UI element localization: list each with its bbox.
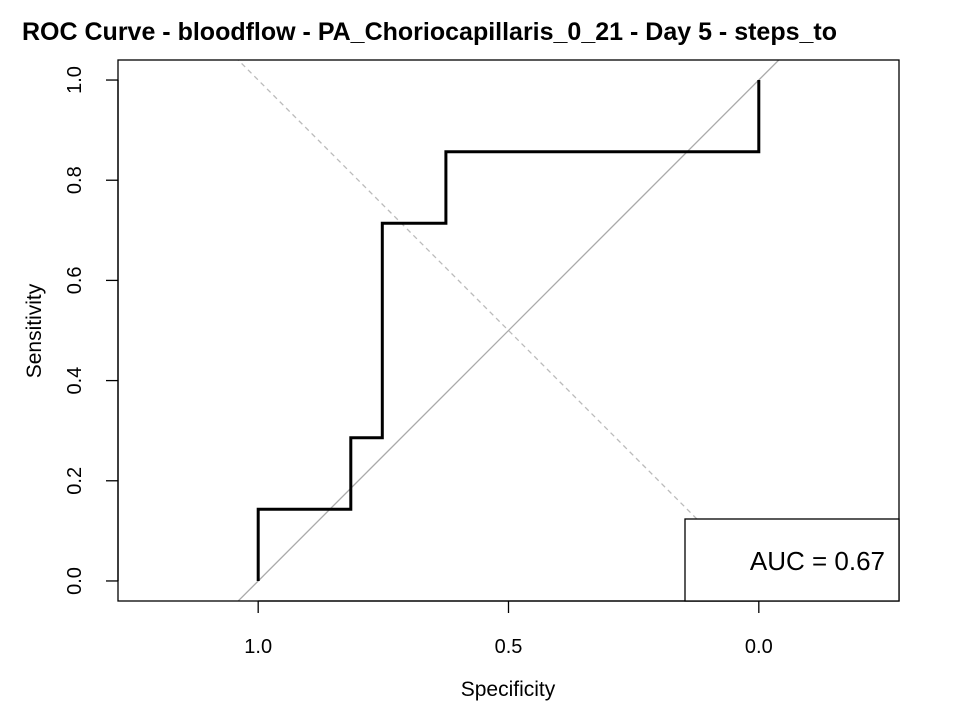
x-tick-label: 1.0 (244, 636, 272, 658)
roc-curve-layer (256, 80, 761, 581)
y-tick-label: 0.0 (64, 567, 86, 595)
x-axis-label: Specificity (461, 678, 556, 701)
y-tick-label: 1.0 (64, 66, 86, 94)
x-tick-label: 0.0 (745, 636, 773, 658)
auc-label: AUC = 0.67 (750, 546, 885, 576)
roc-curve-line (256, 80, 761, 581)
y-tick-label: 0.6 (64, 266, 86, 294)
y-axis-label: Sensitivity (23, 283, 46, 378)
y-tick-label: 0.8 (64, 166, 86, 194)
auc-legend: AUC = 0.67 (684, 518, 900, 602)
reference-lines (237, 60, 780, 601)
x-tick-label: 0.5 (495, 636, 523, 658)
x-axis: 1.0 0.5 0.0 (244, 600, 773, 658)
y-tick-label: 0.2 (64, 467, 86, 495)
chance-diagonal-line (237, 60, 780, 601)
y-tick-label: 0.4 (64, 367, 86, 395)
auc-box (684, 518, 900, 602)
chart-title: ROC Curve - bloodflow - PA_Choriocapilla… (22, 18, 837, 46)
y-axis: 0.0 0.2 0.4 0.6 0.8 1.0 (64, 66, 119, 595)
